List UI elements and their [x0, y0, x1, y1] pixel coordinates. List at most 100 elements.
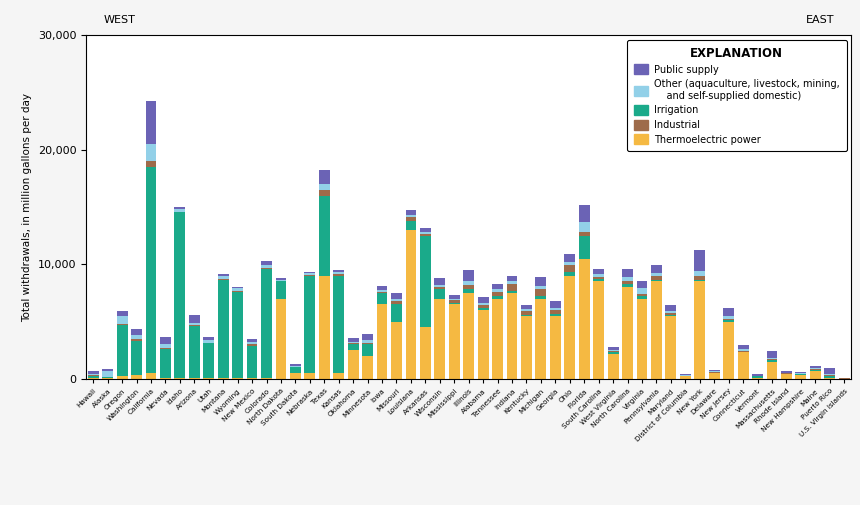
Bar	[261, 269, 272, 378]
Bar	[694, 276, 705, 280]
Bar	[232, 290, 243, 292]
Bar	[131, 335, 142, 339]
Bar	[579, 259, 590, 379]
Bar	[507, 281, 518, 284]
Bar	[145, 167, 157, 373]
Bar	[261, 268, 272, 269]
Bar	[464, 285, 474, 289]
Bar	[362, 356, 373, 379]
Bar	[622, 284, 633, 287]
Bar	[117, 311, 127, 316]
Bar	[521, 316, 531, 379]
Bar	[434, 289, 445, 298]
Bar	[117, 316, 127, 324]
Bar	[766, 350, 777, 358]
Bar	[391, 301, 402, 305]
Bar	[334, 270, 344, 272]
Bar	[550, 301, 561, 308]
Bar	[723, 319, 734, 320]
Bar	[347, 344, 359, 350]
Bar	[622, 287, 633, 379]
Bar	[738, 349, 748, 350]
Bar	[131, 339, 142, 341]
Bar	[362, 344, 373, 356]
Bar	[319, 195, 329, 276]
Bar	[464, 289, 474, 293]
Bar	[636, 281, 648, 288]
Bar	[709, 370, 720, 371]
Bar	[608, 352, 618, 353]
Bar	[391, 305, 402, 322]
Bar	[203, 340, 214, 343]
Bar	[694, 250, 705, 271]
Bar	[536, 289, 546, 296]
Bar	[247, 342, 257, 344]
Bar	[304, 373, 316, 379]
Text: EAST: EAST	[806, 15, 834, 25]
Bar	[406, 211, 416, 215]
Bar	[347, 341, 359, 343]
Bar	[218, 378, 229, 379]
Bar	[189, 378, 200, 379]
Bar	[434, 285, 445, 287]
Bar	[666, 315, 676, 316]
Bar	[290, 366, 301, 367]
Bar	[477, 310, 488, 379]
Bar	[420, 234, 431, 236]
Bar	[88, 375, 99, 376]
Bar	[666, 316, 676, 379]
Bar	[347, 343, 359, 344]
Bar	[189, 325, 200, 326]
Bar	[304, 272, 316, 273]
Bar	[550, 310, 561, 314]
Bar	[796, 374, 807, 375]
Bar	[810, 366, 820, 368]
Bar	[651, 281, 662, 379]
Bar	[709, 373, 720, 379]
Bar	[406, 221, 416, 230]
Bar	[536, 298, 546, 379]
Bar	[636, 294, 648, 296]
Bar	[145, 100, 157, 144]
Bar	[449, 294, 460, 298]
Bar	[391, 293, 402, 298]
Bar	[738, 345, 748, 349]
Bar	[766, 358, 777, 359]
Bar	[203, 337, 214, 340]
Bar	[102, 371, 113, 377]
Bar	[391, 322, 402, 379]
Bar	[666, 313, 676, 315]
Bar	[709, 371, 720, 372]
Bar	[449, 302, 460, 305]
Bar	[564, 266, 575, 272]
Bar	[464, 270, 474, 281]
Bar	[362, 343, 373, 344]
Bar	[406, 217, 416, 221]
Bar	[723, 309, 734, 316]
Bar	[232, 287, 243, 288]
Bar	[694, 280, 705, 281]
Bar	[536, 277, 546, 286]
Bar	[347, 350, 359, 379]
Bar	[608, 349, 618, 350]
Bar	[796, 375, 807, 379]
Y-axis label: Total withdrawals, in million gallons per day: Total withdrawals, in million gallons pe…	[22, 92, 32, 322]
Bar	[666, 311, 676, 313]
Bar	[377, 290, 388, 292]
Bar	[189, 323, 200, 325]
Bar	[651, 273, 662, 276]
Bar	[290, 373, 301, 379]
Bar	[766, 359, 777, 361]
Bar	[334, 276, 344, 373]
Bar	[261, 262, 272, 266]
Bar	[781, 374, 792, 379]
Bar	[550, 314, 561, 316]
Bar	[275, 281, 286, 298]
Bar	[175, 210, 185, 212]
Bar	[247, 339, 257, 342]
Bar	[160, 348, 171, 349]
Bar	[160, 344, 171, 348]
Bar	[160, 378, 171, 379]
Bar	[304, 276, 316, 373]
Bar	[160, 349, 171, 378]
